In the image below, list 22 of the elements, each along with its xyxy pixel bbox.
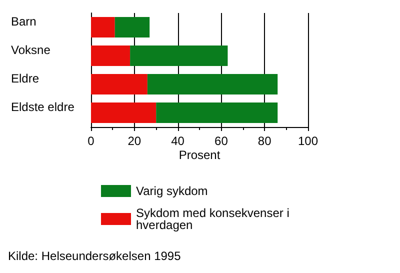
x-tick-label: 40 [171,134,185,148]
bar [114,16,150,38]
y-tick-label: Eldste eldre [11,100,75,114]
y-tick-label: Voksne [11,42,51,57]
x-tick-label: 60 [214,134,228,148]
text: Kilde: Helseundersøkelsen 1995 [8,249,182,263]
bar [91,45,130,66]
bar [91,74,148,95]
bar [130,45,228,66]
bar [91,16,115,38]
x-tick-label: 20 [128,134,142,148]
bar [147,74,278,95]
y-tick-label: Barn [11,14,36,28]
legend-label: Varig sykdom [136,184,208,198]
x-tick-label: 80 [258,134,272,148]
x-tick-label: 100 [298,134,318,148]
bar [156,102,278,124]
x-tick-label: 0 [88,134,95,148]
x-axis-title: Prosent [178,148,221,162]
bar [91,102,156,124]
y-tick-label: Eldre [11,71,40,86]
legend-label: Sykdom med konsekvenser i hverdagen [136,206,293,232]
